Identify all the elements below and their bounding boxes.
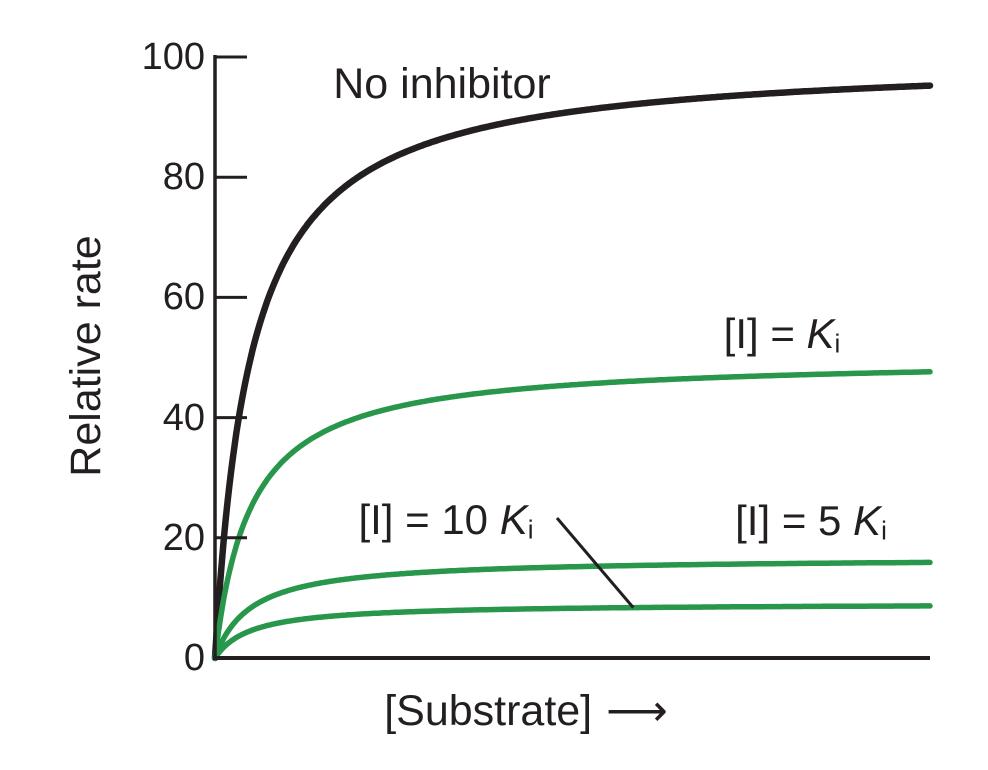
curve-label-5ki: [I] = 5 Ki — [611, 495, 988, 547]
curve-label-10ki-symbol: K — [499, 496, 528, 543]
curve-label-no-inhibitor: No inhibitor — [242, 58, 642, 110]
y-tick-label-60: 60 — [162, 276, 205, 319]
curve-5ki — [212, 559, 933, 661]
y-tick-label-0: 0 — [183, 637, 205, 679]
label-pointer-line — [555, 517, 635, 609]
curve-label-5ki-symbol: K — [853, 497, 882, 544]
curve-label-5ki-subscript: i — [881, 515, 887, 546]
curve-label-10ki: [I] = 10 Ki — [246, 494, 646, 546]
x-axis-title-text: [Substrate] — [384, 687, 593, 735]
curve-label-ki-symbol: K — [806, 310, 835, 357]
curve-label-5ki-prefix: [I] = 5 — [735, 497, 854, 544]
right-arrow-icon: ⟶ — [606, 687, 668, 735]
curve-label-ki: [I] = Ki — [582, 308, 982, 360]
y-tick-label-40: 40 — [162, 396, 205, 439]
curve-label-10ki-prefix: [I] = 10 — [358, 496, 500, 543]
y-tick-label-80: 80 — [162, 156, 205, 199]
curve-no-inhibitor — [211, 82, 934, 662]
y-tick-label-100: 100 — [141, 36, 205, 78]
curve-ki — [212, 369, 933, 661]
y-axis-title: Relative rate — [61, 235, 110, 477]
curve-label-no-inhibitor-text: No inhibitor — [333, 60, 551, 108]
curve-label-10ki-subscript: i — [527, 514, 534, 545]
curve-label-ki-prefix: [I] = — [723, 310, 807, 357]
y-tick-label-20: 20 — [162, 516, 205, 559]
curve-label-ki-subscript: i — [834, 328, 841, 359]
x-axis-title: [Substrate] ⟶ — [326, 684, 726, 738]
curve-10ki — [212, 603, 933, 661]
